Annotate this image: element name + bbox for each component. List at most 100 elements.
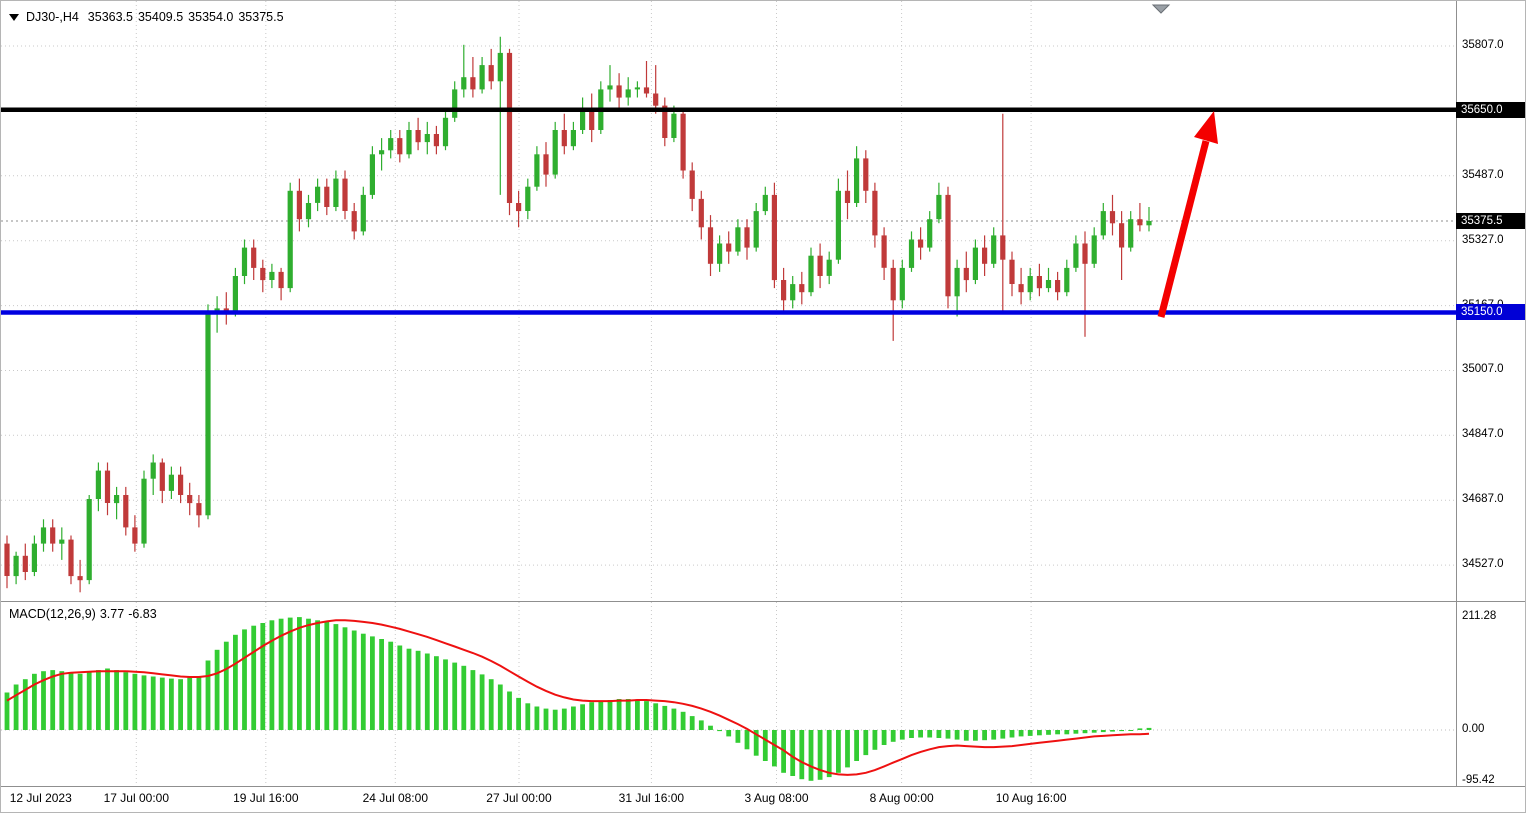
candle-body [31, 543, 37, 572]
candle-body [671, 113, 677, 138]
candle-body [187, 495, 193, 504]
candle-body [506, 52, 513, 204]
candle-body [881, 235, 887, 268]
candle-body [844, 190, 851, 203]
time-label: 27 Jul 00:00 [486, 791, 552, 805]
candle-body [771, 194, 777, 281]
candle-body [561, 130, 567, 147]
candle-body [50, 527, 56, 544]
candle-body [580, 109, 586, 130]
candle-body [333, 178, 339, 207]
candles-layer[interactable] [4, 36, 1152, 593]
candle-body [95, 470, 101, 499]
candle-body [707, 227, 714, 264]
price-tag: 35375.5 [1456, 213, 1525, 229]
candle-body [781, 280, 787, 301]
candle-body [241, 247, 248, 276]
candle-body [589, 109, 595, 130]
candle-body [461, 77, 467, 90]
candle-body [808, 255, 814, 293]
time-axis-divider [1, 786, 1525, 787]
candle-body [150, 462, 156, 479]
time-label: 19 Jul 16:00 [233, 791, 299, 805]
price-axis-label: 34527.0 [1462, 558, 1504, 571]
candle-body [324, 186, 330, 207]
candle-body [616, 85, 622, 98]
candle-body [927, 219, 933, 248]
time-label: 3 Aug 08:00 [744, 791, 809, 805]
candle-body [1073, 243, 1079, 268]
indicator-panel-divider[interactable] [1, 601, 1525, 602]
candle-body [790, 284, 796, 301]
candle-body [1009, 259, 1015, 284]
candle-body [954, 267, 960, 297]
candle-body [77, 576, 83, 581]
candle-body [1082, 243, 1088, 264]
macd-axis-label: 211.28 [1462, 609, 1497, 622]
candle-body [982, 247, 988, 264]
candle-body [22, 555, 28, 572]
price-axis-label: 34687.0 [1462, 493, 1504, 506]
candle-body [817, 255, 823, 276]
time-label: 24 Jul 08:00 [362, 791, 428, 805]
macd-indicator-label: MACD(12,26,9) 3.77 -6.83 [9, 607, 161, 621]
candle-body [442, 117, 449, 147]
chart-shift-marker-icon[interactable] [1151, 4, 1171, 14]
candle-body [1137, 219, 1143, 226]
candle-body [534, 154, 540, 187]
candle-body [251, 247, 257, 268]
candle-body [196, 503, 202, 516]
candle-body [406, 130, 412, 155]
candle-body [643, 87, 650, 94]
macd-signal-line [6, 619, 1150, 776]
candle-body [269, 271, 275, 280]
candle-body [1055, 280, 1061, 293]
candle-body [1045, 280, 1052, 289]
candle-body [433, 134, 439, 147]
candle-body [762, 194, 768, 212]
time-label: 31 Jul 16:00 [618, 791, 685, 805]
candle-body [698, 198, 704, 228]
macd-indicator-canvas[interactable] [1, 602, 1456, 786]
macd-main-value: 3.77 [99, 607, 125, 621]
macd-signal-value: -6.83 [128, 607, 157, 621]
candle-body [991, 235, 997, 264]
bar-low: 35354.0 [188, 10, 234, 24]
candle-body [86, 499, 92, 581]
bar-close: 35375.5 [238, 10, 284, 24]
candle-body [379, 150, 385, 155]
price-chart-canvas[interactable] [1, 1, 1456, 600]
macd-name: MACD(12,26,9) [9, 607, 96, 621]
candle-body [945, 194, 951, 297]
candle-body [835, 190, 841, 260]
time-label: 10 Aug 16:00 [995, 791, 1067, 805]
candle-body [452, 89, 458, 118]
candle-body [205, 312, 211, 516]
trend-arrow[interactable] [1157, 111, 1218, 318]
candle-body [178, 474, 184, 495]
candle-body [753, 211, 759, 248]
candle-body [735, 227, 741, 252]
candle-body [415, 130, 421, 143]
candle-body [1036, 276, 1042, 289]
time-axis[interactable]: 12 Jul 2023 17 Jul 00:00 19 Jul 16:00 24 Ju… [1, 787, 1456, 812]
price-axis-label: 35807.0 [1462, 39, 1504, 52]
candle-body [570, 130, 576, 147]
price-axis[interactable]: 35807.035487.035327.035167.035007.034847… [1456, 1, 1525, 812]
candle-body [351, 211, 357, 232]
price-axis-divider [1456, 1, 1457, 786]
candle-body [525, 186, 531, 211]
candle-body [854, 158, 860, 203]
candle-body [315, 186, 321, 203]
candle-body [1100, 211, 1106, 236]
candle-body [607, 85, 613, 90]
candle-body [287, 190, 293, 289]
price-tag: 35650.0 [1456, 101, 1525, 118]
candle-body [908, 239, 915, 268]
candle-body [232, 276, 238, 313]
bar-open: 35363.5 [87, 10, 133, 24]
candle-body [918, 239, 924, 248]
macd-axis-label: 0.00 [1462, 723, 1485, 735]
candle-body [1018, 284, 1024, 293]
